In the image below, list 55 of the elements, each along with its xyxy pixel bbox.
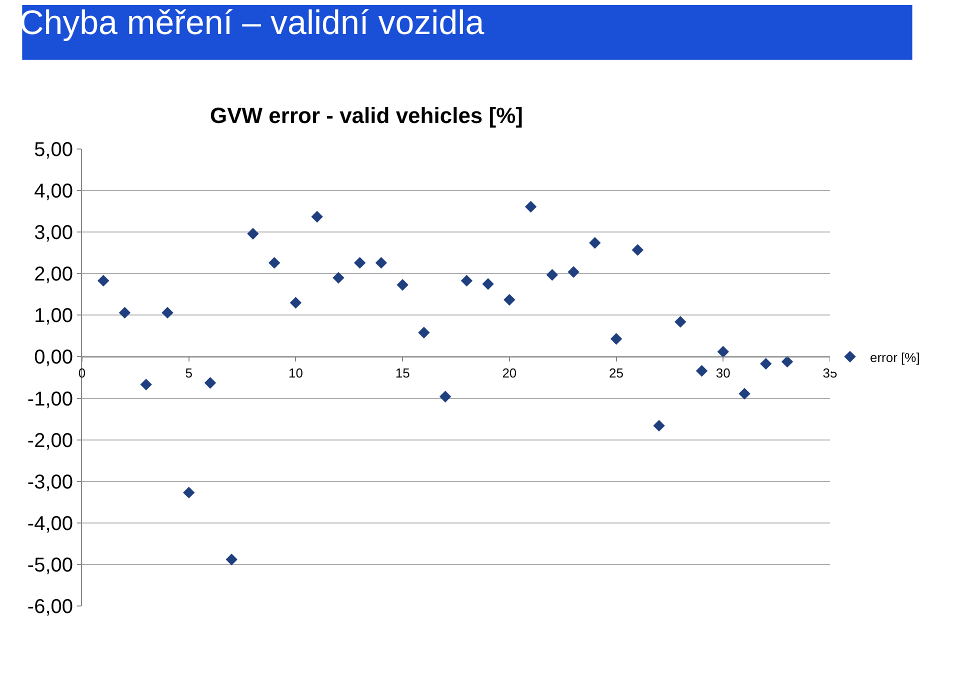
y-tick-label: 5,00 bbox=[34, 139, 73, 161]
x-tick-label: 30 bbox=[716, 365, 730, 380]
x-tick-label: 5 bbox=[185, 365, 192, 380]
chart-title: Chyba měření – validní vozidla bbox=[19, 4, 484, 42]
point bbox=[674, 316, 686, 328]
y-tick-label: -2,00 bbox=[27, 430, 73, 452]
point bbox=[183, 486, 195, 498]
y-tick-label: -1,00 bbox=[27, 388, 73, 410]
point bbox=[568, 266, 580, 278]
point bbox=[332, 272, 344, 284]
y-tick-label: -6,00 bbox=[27, 596, 73, 618]
x-tick-label: 10 bbox=[288, 365, 303, 380]
point bbox=[311, 210, 323, 223]
point bbox=[589, 237, 601, 249]
point bbox=[140, 378, 152, 390]
point bbox=[226, 554, 238, 566]
point bbox=[118, 306, 131, 319]
point bbox=[460, 274, 473, 287]
point bbox=[738, 388, 750, 400]
y-tick-label: 3,00 bbox=[34, 222, 73, 244]
x-tick-label: 25 bbox=[609, 365, 624, 380]
point bbox=[717, 346, 729, 358]
point bbox=[610, 333, 622, 345]
y-tick-label: -4,00 bbox=[27, 512, 73, 535]
point bbox=[632, 244, 644, 256]
point bbox=[247, 228, 259, 240]
point bbox=[98, 274, 110, 287]
y-tick-label: 4,00 bbox=[34, 180, 73, 203]
point bbox=[354, 256, 366, 269]
point bbox=[375, 256, 388, 269]
y-tick-label: -3,00 bbox=[27, 471, 73, 494]
point bbox=[482, 278, 494, 290]
y-tick-label: 0,00 bbox=[34, 346, 73, 369]
point bbox=[162, 306, 174, 319]
x-tick-label: 20 bbox=[502, 365, 517, 380]
point bbox=[653, 420, 665, 432]
point bbox=[696, 365, 708, 377]
chart-subtitle: GVW error - valid vehicles [%] bbox=[210, 103, 523, 128]
point bbox=[546, 269, 558, 281]
y-tick-label: -5,00 bbox=[27, 554, 73, 576]
point bbox=[781, 356, 794, 368]
point bbox=[204, 377, 216, 389]
y-tick-label: 2,00 bbox=[34, 264, 73, 286]
point bbox=[396, 279, 408, 291]
point bbox=[439, 390, 452, 402]
point bbox=[268, 256, 280, 269]
x-tick-label: 0 bbox=[78, 365, 86, 380]
point bbox=[524, 200, 537, 213]
x-tick-label: 15 bbox=[395, 365, 410, 380]
legend-label: error [%] bbox=[870, 350, 920, 365]
point bbox=[504, 294, 516, 306]
y-tick-label: 1,00 bbox=[34, 305, 73, 328]
point bbox=[418, 326, 430, 338]
point bbox=[760, 358, 772, 370]
point bbox=[290, 296, 302, 309]
